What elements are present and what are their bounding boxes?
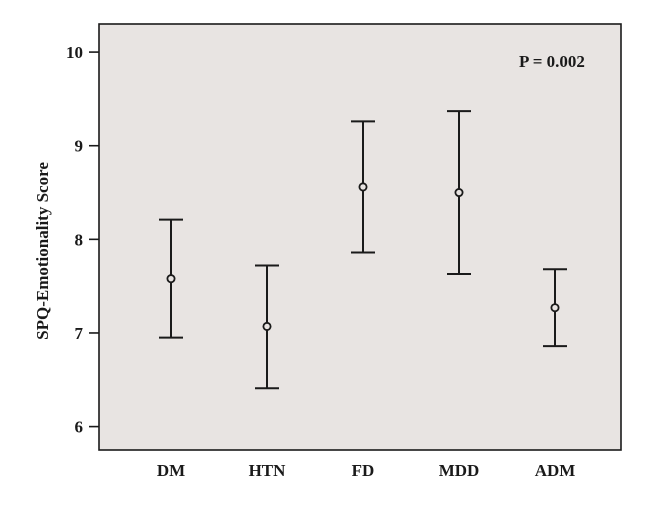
x-category-label: ADM — [535, 461, 576, 480]
mean-point — [454, 188, 464, 198]
error-bars — [159, 110, 567, 390]
plot-area — [98, 23, 622, 451]
y-tick-label: 6 — [75, 418, 84, 437]
x-category-label: HTN — [249, 461, 287, 480]
y-tick-label: 8 — [75, 230, 84, 249]
x-category-label: DM — [157, 461, 185, 480]
x-category-label: MDD — [439, 461, 480, 480]
mean-point — [550, 303, 560, 313]
y-tick-label: 7 — [75, 324, 84, 343]
mean-point — [262, 321, 272, 331]
x-category-label: FD — [352, 461, 375, 480]
y-axis: 6 7 8 9 10 — [66, 43, 99, 437]
p-value-annotation: P = 0.002 — [519, 52, 585, 71]
y-tick-label: 9 — [75, 137, 84, 156]
x-axis-labels: DM HTN FD MDD ADM — [157, 461, 575, 480]
mean-point — [166, 274, 176, 284]
mean-point — [358, 182, 368, 192]
y-axis-title: SPQ-Emotionality Score — [33, 162, 52, 340]
y-tick-label: 10 — [66, 43, 83, 62]
